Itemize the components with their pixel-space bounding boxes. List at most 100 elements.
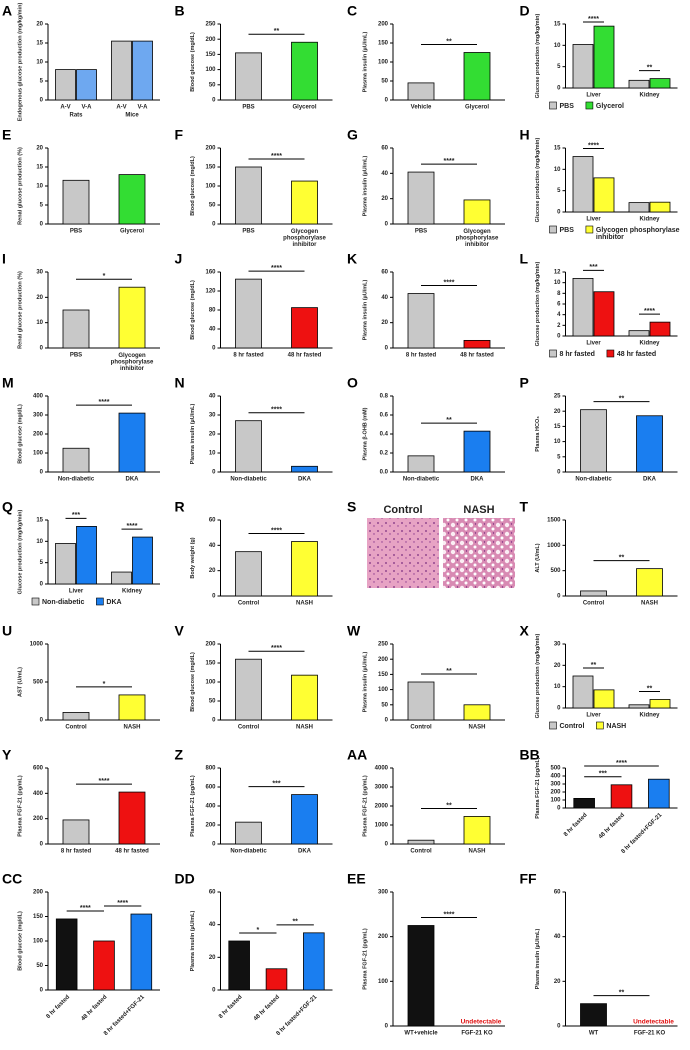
y-tick-label: 40 xyxy=(209,922,216,928)
x-tick-label: Non-diabetic xyxy=(230,477,267,483)
bar xyxy=(235,821,262,845)
x-tick-label: Glycogen phosphorylase inhibitor xyxy=(456,229,499,248)
x-tick-label: WT xyxy=(589,1031,599,1037)
legend-label: DKA xyxy=(106,599,121,606)
bar xyxy=(291,41,318,101)
y-tick-label: 100 xyxy=(205,680,216,686)
significance-label: **** xyxy=(271,407,282,414)
significance-label: **** xyxy=(444,279,455,286)
y-tick-label: 1000 xyxy=(375,823,389,829)
bar xyxy=(593,177,615,213)
bar xyxy=(648,778,670,809)
group-label: Liver xyxy=(586,217,601,223)
significance-label: ** xyxy=(274,28,280,35)
bar xyxy=(636,415,663,473)
y-tick-label: 0 xyxy=(40,98,44,104)
y-axis-label: Plasma insulin (µU/mL) xyxy=(362,280,368,341)
x-tick-label: Control xyxy=(238,725,260,731)
significance-label: **** xyxy=(644,308,655,315)
y-tick-label: 50 xyxy=(381,702,388,708)
significance-label: **** xyxy=(80,905,91,912)
significance-label: **** xyxy=(271,527,282,534)
x-tick-label: 8 hr fasted xyxy=(406,353,437,359)
y-axis-label: Plasma β-OHB (mM) xyxy=(362,407,368,460)
y-axis-label: Plasma insulin (µU/mL) xyxy=(190,404,196,465)
y-tick-label: 60 xyxy=(209,518,216,524)
legend-swatch xyxy=(96,597,104,606)
bar xyxy=(132,40,153,101)
image-label: Control xyxy=(383,504,422,516)
x-tick-label: 8 hr fasted+FGF-21 xyxy=(621,812,664,855)
panel-letter: K xyxy=(347,251,357,267)
y-tick-label: 0 xyxy=(40,346,44,352)
bar xyxy=(580,1003,607,1027)
x-tick-label: Control xyxy=(65,725,87,731)
x-tick-label: Non-diabetic xyxy=(230,849,267,855)
y-tick-label: 0.2 xyxy=(380,451,389,457)
y-axis-label: Plasma HCO₃ xyxy=(535,416,541,452)
legend-label: Glycerol xyxy=(596,103,624,110)
bar xyxy=(235,551,262,597)
y-tick-label: 10 xyxy=(554,167,561,173)
y-tick-label: 400 xyxy=(205,804,216,810)
x-tick-label: DKA xyxy=(471,477,485,483)
group-label: Rats xyxy=(69,113,83,119)
y-tick-label: 60 xyxy=(381,270,388,276)
x-tick-label: 48 hr fasted xyxy=(80,994,108,1022)
bar xyxy=(291,307,318,349)
y-tick-label: 600 xyxy=(33,766,44,772)
significance-label: **** xyxy=(271,153,282,160)
y-tick-label: 500 xyxy=(550,766,561,772)
y-tick-label: 0 xyxy=(40,842,44,848)
significance-label: **** xyxy=(271,645,282,652)
bar xyxy=(62,819,90,845)
panel-letter: O xyxy=(347,375,358,391)
bar xyxy=(76,526,97,585)
significance-label: ** xyxy=(647,64,653,71)
y-tick-label: 300 xyxy=(33,413,44,419)
x-tick-label: DKA xyxy=(643,477,657,483)
y-tick-label: 10 xyxy=(554,43,561,49)
legend-label: Control xyxy=(560,723,585,730)
y-tick-label: 20 xyxy=(554,979,561,985)
y-tick-label: 10 xyxy=(554,439,561,445)
legend-swatch xyxy=(549,225,557,234)
x-tick-label: PBS xyxy=(242,105,254,111)
bar xyxy=(55,69,76,101)
x-tick-label: A-V xyxy=(60,105,70,111)
y-tick-label: 0 xyxy=(557,334,561,340)
y-tick-label: 250 xyxy=(378,642,389,648)
panel-letter: P xyxy=(520,375,529,391)
legend-label: PBS xyxy=(560,103,575,110)
panel-letter: Q xyxy=(2,499,13,515)
bar xyxy=(407,82,435,101)
x-tick-label: Glycerol xyxy=(465,105,489,111)
y-tick-label: 40 xyxy=(209,543,216,549)
y-tick-label: 0 xyxy=(212,346,216,352)
y-tick-label: 25 xyxy=(554,394,561,400)
x-tick-label: DKA xyxy=(126,477,140,483)
bar xyxy=(649,78,671,89)
x-tick-label: Glycogen phosphorylase inhibitor xyxy=(111,353,154,372)
panel-letter: U xyxy=(2,623,12,639)
panel-letter: M xyxy=(2,375,14,391)
bar xyxy=(235,166,262,225)
y-tick-label: 50 xyxy=(209,82,216,88)
significance-label: * xyxy=(103,273,106,280)
y-tick-label: 0 xyxy=(40,582,44,588)
x-tick-label: FGF-21 KO xyxy=(634,1031,666,1037)
y-tick-label: 500 xyxy=(33,680,44,686)
bar xyxy=(463,339,491,349)
group-label: Mice xyxy=(125,113,139,119)
significance-label: *** xyxy=(272,780,280,787)
group-label: Liver xyxy=(586,713,601,719)
bar xyxy=(463,199,491,225)
annotation: Undetectable xyxy=(633,1019,674,1026)
significance-label: **** xyxy=(444,911,455,918)
bar xyxy=(628,202,650,213)
y-tick-label: 60 xyxy=(381,146,388,152)
y-tick-label: 100 xyxy=(33,451,44,457)
y-tick-label: 40 xyxy=(554,934,561,940)
panel-letter: G xyxy=(347,127,358,143)
y-tick-label: 200 xyxy=(378,934,389,940)
